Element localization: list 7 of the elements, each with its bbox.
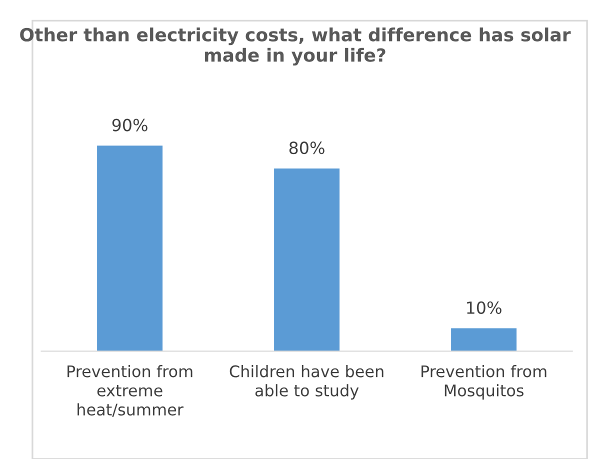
data-label: 90% (112, 118, 148, 132)
x-tick-label: Prevention from Mosquitos (422, 365, 546, 400)
data-label: 10% (467, 301, 502, 314)
data-label: 80% (289, 142, 324, 154)
chart-title: Other than electricity costs, what difference has solar made in your life? (20, 28, 571, 66)
x-tick-label: Children have been able to study (230, 365, 384, 400)
x-tick-label: Prevention from extreme heat/summer (68, 365, 192, 417)
